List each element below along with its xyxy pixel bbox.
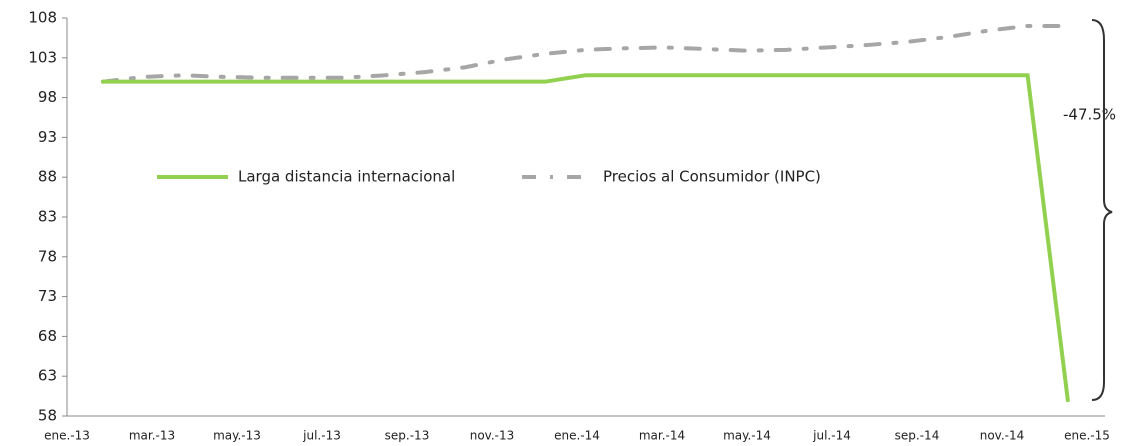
- y-tick-label: 103: [28, 48, 57, 66]
- y-tick-label: 98: [38, 88, 57, 106]
- y-tick-label: 83: [38, 208, 57, 226]
- y-tick-label: 108: [28, 9, 57, 27]
- y-tick-label: 78: [38, 247, 57, 265]
- x-tick-label: ene.-15: [1064, 429, 1110, 443]
- y-tick-label: 88: [38, 168, 57, 186]
- x-tick-label: may.-14: [723, 429, 771, 443]
- y-tick-label: 93: [38, 128, 57, 146]
- x-tick-label: nov.-13: [470, 429, 515, 443]
- x-tick-label: mar.-14: [639, 429, 685, 443]
- x-tick-label: jul.-14: [812, 429, 851, 443]
- brace: [1091, 19, 1113, 401]
- x-tick-label: may.-13: [213, 429, 261, 443]
- x-tick-label: ene.-13: [44, 429, 90, 443]
- x-tick-label: sep.-14: [895, 429, 940, 443]
- y-tick-label: 73: [38, 287, 57, 305]
- x-tick-label: sep.-13: [385, 429, 430, 443]
- y-tick-label: 63: [38, 367, 57, 385]
- y-tick-label: 68: [38, 327, 57, 345]
- series-line: [101, 23, 1070, 84]
- x-tick-label: mar.-13: [129, 429, 175, 443]
- annotation: -47.5%: [1063, 106, 1116, 124]
- x-tick-label: jul.-13: [302, 429, 341, 443]
- legend-label: Larga distancia internacional: [238, 168, 455, 186]
- y-tick-label: 58: [38, 407, 57, 425]
- x-tick-label: nov.-14: [980, 429, 1025, 443]
- series-line: [101, 73, 1070, 403]
- legend-label: Precios al Consumidor (INPC): [603, 168, 821, 186]
- x-tick-label: ene.-14: [554, 429, 600, 443]
